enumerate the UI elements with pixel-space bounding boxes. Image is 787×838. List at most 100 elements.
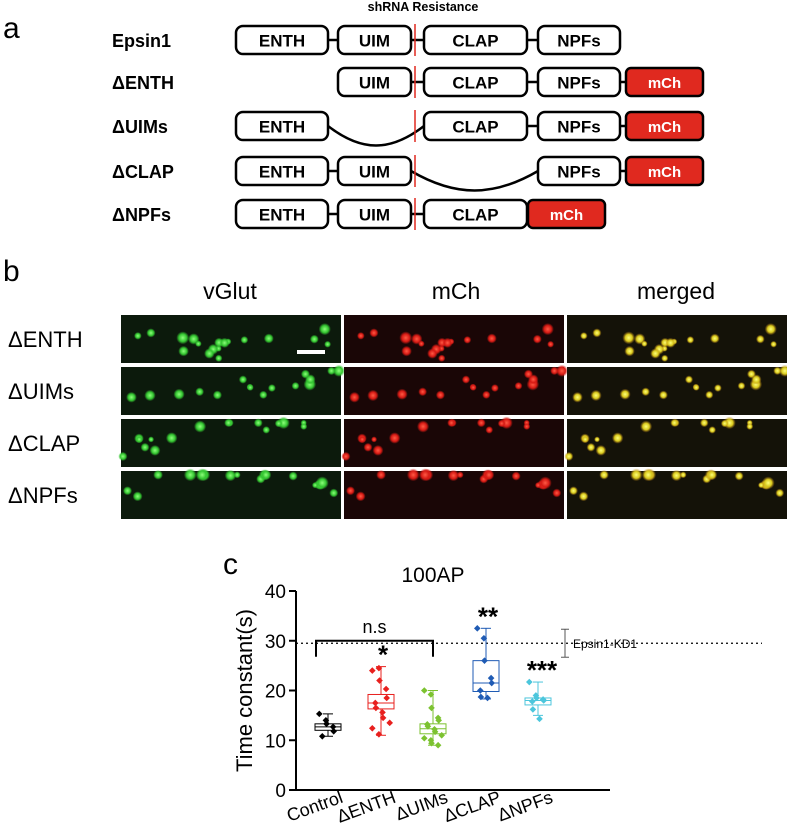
- punctum: [485, 426, 494, 434]
- punctum: [146, 328, 156, 338]
- punctum: [641, 468, 655, 482]
- punctum: [590, 389, 602, 402]
- chart-title: 100AP: [401, 564, 464, 587]
- significance-stars: *: [378, 640, 389, 670]
- punctum: [586, 442, 596, 452]
- box-group: ΔUIMs: [393, 687, 450, 824]
- construct-name: ΔUIMs: [112, 117, 168, 137]
- y-tick-label: 10: [265, 731, 286, 752]
- punctum: [447, 469, 460, 482]
- punctum: [650, 348, 661, 359]
- domain-label: NPFs: [557, 32, 600, 51]
- domain-label: ENTH: [259, 206, 305, 225]
- punctum: [706, 469, 718, 481]
- time-constant-boxplot: 100AP 0 10 20 30 40 Time constant(s) Epsin1-KD1…: [232, 564, 762, 827]
- punctum: [140, 442, 150, 452]
- y-tick-label: 30: [265, 632, 286, 653]
- domain-label: UIM: [359, 206, 390, 225]
- punctum: [118, 451, 128, 461]
- punctum: [178, 345, 189, 357]
- data-point: [428, 739, 435, 747]
- data-point: [330, 727, 337, 735]
- data-point: [316, 710, 323, 718]
- data-point: [383, 694, 390, 702]
- mch-tag: [624, 155, 705, 187]
- data-point: [329, 723, 337, 731]
- data-point: [421, 734, 428, 742]
- panel-a-letter: a: [3, 12, 20, 45]
- construct-name: ΔCLAP: [112, 162, 174, 182]
- punctum: [622, 331, 636, 345]
- punctum: [311, 481, 319, 489]
- micrograph-tile: [567, 315, 787, 363]
- punctum: [305, 374, 316, 385]
- punctum: [764, 323, 777, 336]
- domain-label: NPFs: [557, 118, 600, 137]
- punctum: [497, 419, 506, 428]
- reference-line-label: Epsin1-KD1: [573, 637, 637, 651]
- domain-label: NPFs: [557, 74, 600, 93]
- data-point: [322, 717, 330, 724]
- data-point: [369, 667, 376, 674]
- domain-label: ENTH: [259, 32, 305, 51]
- punctum: [751, 374, 762, 385]
- column-header: merged: [637, 278, 715, 304]
- box: [367, 693, 395, 710]
- punctum: [490, 384, 499, 392]
- significance-stars: ***: [527, 655, 558, 685]
- punctum: [153, 469, 163, 480]
- deletion-linker: [327, 125, 425, 147]
- punctum: [195, 340, 202, 348]
- data-point: [484, 694, 491, 702]
- punctum: [358, 435, 366, 444]
- punctum: [144, 389, 156, 402]
- punctum: [686, 336, 695, 344]
- punctum: [447, 418, 456, 428]
- data-point: [474, 625, 481, 632]
- data-point: [375, 730, 383, 738]
- punctum: [639, 420, 653, 433]
- punctum: [629, 468, 643, 482]
- row-label: ΔENTH: [8, 327, 83, 352]
- domain-box: [234, 155, 330, 187]
- punctum: [212, 390, 222, 400]
- punctum: [219, 337, 230, 348]
- punctum: [134, 332, 142, 340]
- punctum: [641, 340, 648, 348]
- punctum: [263, 333, 274, 344]
- data-point: [379, 714, 387, 722]
- punctum: [173, 388, 185, 400]
- x-category-label: ΔENTH: [334, 787, 398, 827]
- domain-box: [422, 24, 529, 56]
- punctum: [528, 374, 539, 385]
- mch-tag: [624, 110, 705, 142]
- punctum: [438, 354, 446, 362]
- data-point: [536, 715, 543, 723]
- data-point: [372, 699, 379, 707]
- data-point: [434, 741, 442, 749]
- punctum: [288, 471, 298, 481]
- punctum: [661, 354, 669, 362]
- data-point: [533, 694, 540, 702]
- punctum: [552, 488, 562, 498]
- punctum: [658, 390, 668, 400]
- data-point: [427, 691, 435, 698]
- data-point: [529, 698, 536, 705]
- punctum: [416, 420, 430, 433]
- punctum: [132, 491, 143, 502]
- punctum: [376, 469, 386, 480]
- punctum: [534, 481, 542, 489]
- mch-tag: [624, 66, 705, 98]
- data-point: [526, 678, 533, 686]
- punctum: [709, 333, 720, 344]
- y-tick-label: 40: [265, 582, 286, 603]
- punctum: [224, 469, 237, 482]
- punctum: [260, 469, 272, 481]
- punctum: [564, 451, 574, 461]
- domain-box: [536, 110, 622, 142]
- micrograph-tile: [344, 315, 564, 363]
- punctum: [427, 348, 438, 359]
- punctum: [670, 469, 683, 482]
- punctum: [332, 364, 345, 377]
- domain-box: [336, 24, 413, 56]
